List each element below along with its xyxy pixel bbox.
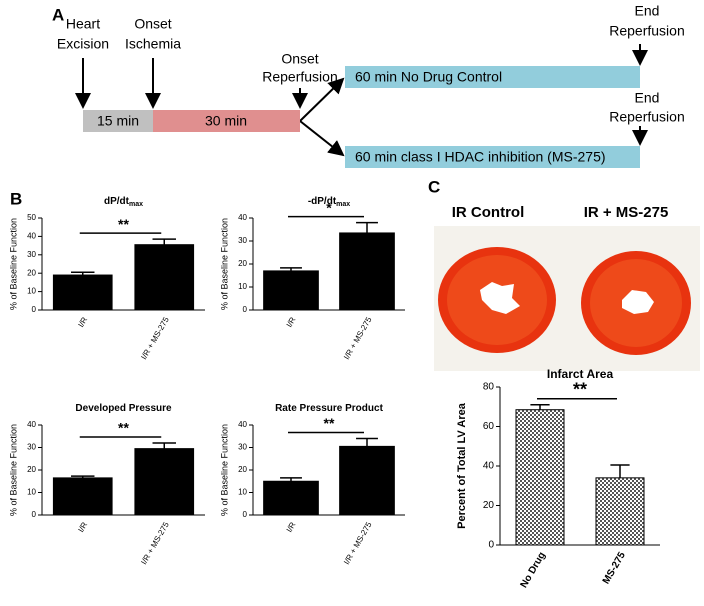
photo-label: IR Control [452, 204, 525, 221]
y-tick-label: 40 [238, 420, 247, 429]
arm-end: Reperfusion [609, 23, 685, 39]
y-tick-label: 10 [27, 488, 36, 497]
x-tick-label: I/R + MS-275 [342, 315, 374, 361]
arm-bar [345, 146, 640, 168]
y-axis-label: % of Baseline Function [8, 424, 18, 516]
phase-label: 30 min [205, 113, 247, 129]
y-tick-label: 40 [238, 213, 247, 222]
x-tick-label: I/R [76, 520, 89, 534]
title-text: Developed Pressure [75, 403, 172, 414]
arm-end: End [635, 90, 660, 106]
bar [339, 232, 395, 311]
event-label: Ischemia [125, 36, 181, 52]
y-tick-label: 20 [238, 259, 247, 268]
arm-end: Reperfusion [609, 109, 685, 125]
y-tick-label: 60 [483, 421, 495, 432]
phase-bar [153, 110, 300, 132]
arm-label: 60 min class I HDAC inhibition (MS-275) [355, 149, 606, 165]
x-tick-label: I/R + MS-275 [342, 520, 374, 566]
y-tick-label: 10 [238, 282, 247, 291]
y-tick-label: 40 [27, 420, 36, 429]
x-tick-label: No Drug [519, 550, 548, 590]
y-tick-label: 10 [238, 488, 247, 497]
significance-label: ** [573, 380, 587, 400]
y-tick-label: 80 [483, 382, 495, 393]
x-tick-label: I/R [76, 315, 89, 329]
phase-bar [83, 110, 153, 132]
chart-title: dP/dtmax [104, 196, 143, 208]
y-tick-label: 20 [238, 465, 247, 474]
y-tick-label: 30 [27, 443, 36, 452]
y-axis-label: % of Baseline Function [219, 424, 229, 516]
bar [134, 244, 195, 311]
y-tick-label: 50 [27, 213, 36, 222]
bar [52, 274, 113, 311]
arm-label: 60 min No Drug Control [355, 69, 502, 85]
significance-label: ** [118, 420, 129, 436]
y-tick-label: 30 [238, 443, 247, 452]
arm-end: End [635, 3, 660, 19]
y-tick-label: 0 [488, 540, 494, 551]
photo [434, 226, 700, 371]
bar [339, 445, 395, 516]
arrows [75, 44, 648, 157]
photo-label: IR + MS-275 [584, 204, 669, 221]
significance-label: ** [324, 415, 335, 431]
y-tick-label: 20 [27, 268, 36, 277]
y-axis-label: Percent of Total LV Area [456, 402, 468, 529]
bar [263, 270, 319, 311]
bar [515, 409, 565, 546]
event-label: Heart [66, 16, 100, 32]
title-text: Rate Pressure Product [275, 403, 383, 414]
chart-title: Infarct Area [547, 367, 614, 381]
y-tick-label: 20 [483, 500, 495, 511]
panel-label: A [52, 5, 64, 24]
title-text: -dP/dt [308, 196, 337, 207]
x-tick-label: I/R [285, 315, 298, 329]
x-tick-label: MS-275 [601, 550, 628, 586]
y-tick-label: 0 [32, 305, 37, 314]
event-label: Excision [57, 36, 109, 52]
panel-label: B [10, 189, 22, 208]
chart-title: Developed Pressure [75, 403, 172, 414]
title-subscript: max [336, 201, 350, 208]
bar [263, 480, 319, 516]
x-tick-label: I/R + MS-275 [139, 520, 171, 566]
title-text: dP/dt [104, 196, 130, 207]
x-tick-label: I/R + MS-275 [139, 315, 171, 361]
bar [595, 477, 645, 546]
event-label: Onset [134, 16, 171, 32]
y-tick-label: 40 [27, 232, 36, 241]
event-label: Onset [281, 51, 318, 67]
title-subscript: max [129, 201, 143, 208]
y-tick-label: 30 [27, 250, 36, 259]
y-tick-label: 20 [27, 465, 36, 474]
y-axis-label: % of Baseline Function [8, 218, 18, 310]
panel-label: C [428, 177, 440, 196]
title-text: Infarct Area [547, 367, 614, 381]
arm-bar [345, 66, 640, 88]
x-tick-label: I/R [285, 520, 298, 534]
phase-label: 15 min [97, 113, 139, 129]
y-tick-label: 30 [238, 236, 247, 245]
bar [134, 448, 195, 516]
chart-title: Rate Pressure Product [275, 403, 383, 414]
y-tick-label: 0 [243, 305, 248, 314]
event-label: Reperfusion [262, 69, 338, 85]
bar [52, 477, 113, 516]
significance-label: * [326, 199, 332, 215]
y-axis-label: % of Baseline Function [219, 218, 229, 310]
y-tick-label: 0 [32, 510, 37, 519]
significance-label: ** [118, 216, 129, 232]
chart-title: -dP/dtmax [308, 196, 350, 208]
y-tick-label: 10 [27, 287, 36, 296]
y-tick-label: 0 [243, 510, 248, 519]
y-tick-label: 40 [483, 461, 495, 472]
